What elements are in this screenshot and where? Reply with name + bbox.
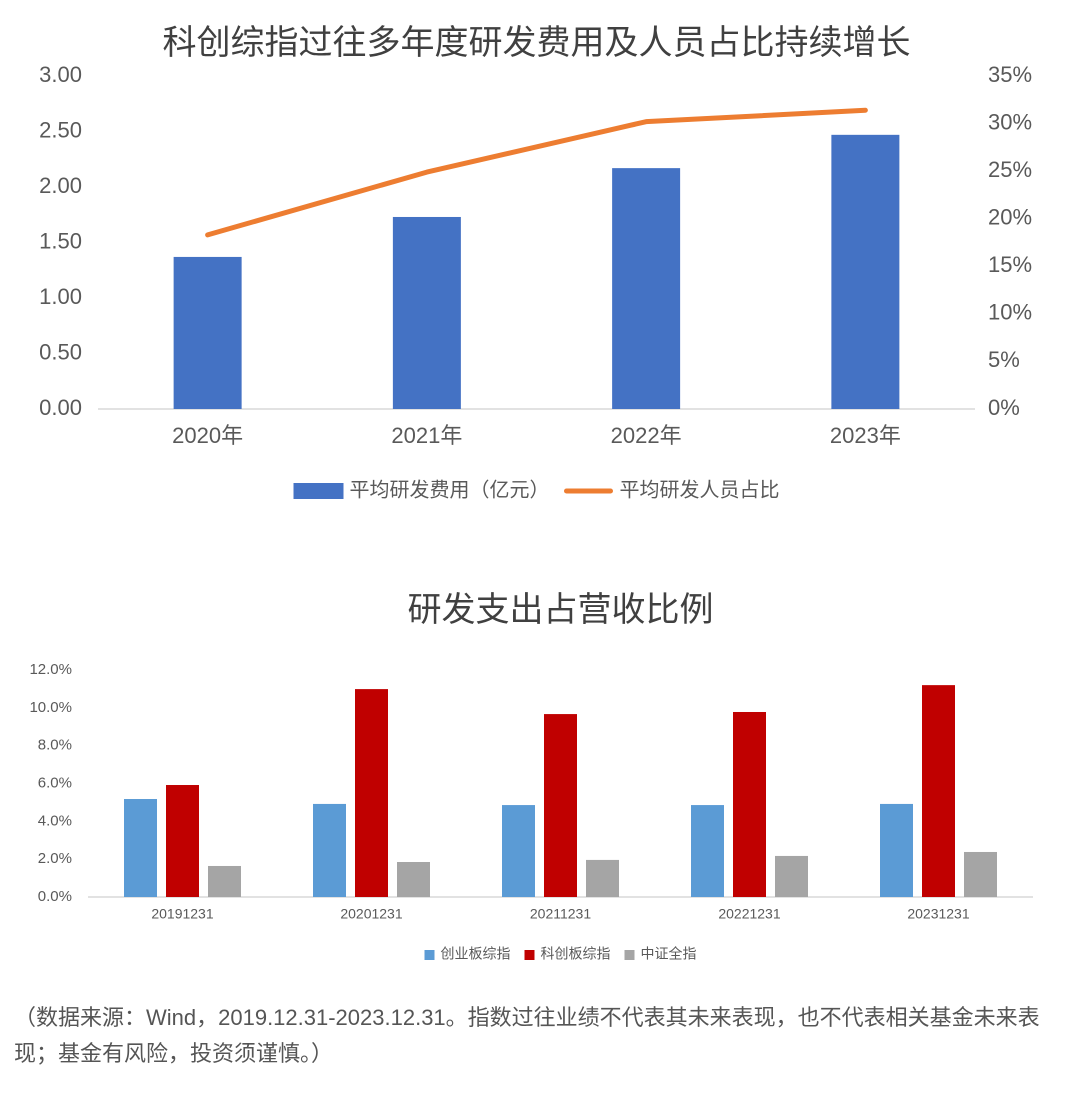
legend-label: 平均研发人员占比 [620,478,780,501]
y2-tick-label: 25% [988,157,1032,182]
legend-label: 创业板综指 [441,946,511,962]
y2-tick-label: 15% [988,252,1032,277]
y-tick-label: 0.50 [39,339,82,364]
y-tick-label: 12.0% [29,661,72,678]
bar [544,714,577,897]
bar [775,855,808,897]
x-tick-label: 20201231 [340,906,403,922]
footnote: （数据来源：Wind，2019.12.31-2023.12.31。指数过往业绩不… [14,1005,1040,1066]
y-tick-label: 0.0% [38,888,72,905]
bar [586,859,619,897]
bar [313,803,346,897]
line [205,107,868,238]
y2-tick-label: 5% [988,347,1020,372]
legend-label: 科创板综指 [541,946,611,962]
bar [880,803,913,897]
legend-label: 平均研发费用（亿元） [350,478,550,501]
legend-swatch [424,950,435,960]
bar [691,805,724,897]
x-tick-label: 20231231 [907,906,970,922]
bar [173,256,242,409]
y-tick-label: 4.0% [38,812,72,829]
chart-title: 研发支出占营收比例 [408,591,714,629]
bar [166,785,199,897]
x-tick-label: 2023年 [830,423,901,448]
y2-tick-label: 0% [988,395,1020,420]
y-tick-label: 8.0% [38,737,72,754]
y-tick-label: 1.00 [39,284,82,309]
legend-swatch [293,483,344,499]
y2-tick-label: 10% [988,300,1032,325]
y2-tick-label: 35% [988,62,1032,87]
y-tick-label: 1.50 [39,228,82,253]
bar [964,851,997,897]
bar [612,168,681,409]
legend-swatch [524,950,535,960]
charts: 科创综指过往多年度研发费用及人员占比持续增长 0.00 0.50 1.00 1.50 2.… [29,24,1033,962]
bar [922,685,955,897]
y-tick-label: 3.00 [39,62,82,87]
y-tick-label: 0.00 [39,395,82,420]
x-tick-label: 2022年 [611,423,682,448]
y-tick-label: 2.0% [38,850,72,867]
chart-title: 科创综指过往多年度研发费用及人员占比持续增长 [163,24,911,62]
x-tick-label: 20221231 [718,906,781,922]
bar [502,805,535,897]
bar [392,216,461,409]
y-tick-label: 10.0% [29,699,72,716]
y-tick-label: 6.0% [38,774,72,791]
bar [355,689,388,897]
x-tick-label: 20191231 [151,906,214,922]
bar [124,799,157,897]
y2-tick-label: 30% [988,109,1032,134]
bar [208,865,241,897]
bar [397,862,430,897]
y2-tick-label: 20% [988,205,1032,230]
x-tick-label: 2020年 [172,423,243,448]
bar [733,711,766,897]
bar [831,134,900,409]
y-tick-label: 2.00 [39,173,82,198]
y-tick-label: 2.50 [39,117,82,142]
x-tick-label: 20211231 [530,906,591,922]
legend-swatch [624,950,635,960]
x-tick-label: 2021年 [391,423,462,448]
legend-label: 中证全指 [641,946,697,962]
